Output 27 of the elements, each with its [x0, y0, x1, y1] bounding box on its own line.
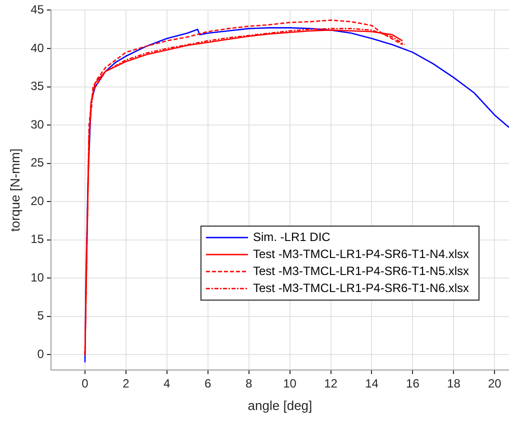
x-tick-label: 18 — [447, 376, 461, 391]
x-tick-label: 14 — [365, 376, 379, 391]
x-tick-label: 16 — [406, 376, 420, 391]
x-tick-label: 6 — [204, 376, 212, 391]
y-tick-label: 45 — [30, 2, 44, 17]
legend-label: Test -M3-TMCL-LR1-P4-SR6-T1-N5.xlsx — [252, 264, 469, 278]
x-tick-label: 4 — [164, 376, 171, 391]
y-tick-label: 25 — [30, 156, 44, 170]
x-axis-title: angle [deg] — [248, 398, 312, 413]
x-tick-label: 8 — [245, 376, 252, 391]
y-tick-label: 20 — [30, 194, 44, 208]
y-tick-label: 0 — [37, 347, 44, 361]
y-tick-label: 35 — [30, 79, 44, 94]
x-tick-label: 10 — [283, 376, 297, 391]
x-tick-label: 0 — [82, 376, 89, 391]
y-tick-label: 40 — [30, 40, 44, 55]
x-tick-label: 2 — [122, 376, 130, 391]
x-tick-label: 20 — [488, 376, 502, 391]
y-tick-label: 10 — [30, 270, 44, 284]
y-tick-label: 30 — [30, 117, 44, 132]
y-tick-label: 15 — [30, 232, 44, 246]
legend-label: Test -M3-TMCL-LR1-P4-SR6-T1-N4.xlsx — [252, 246, 469, 261]
y-tick-label: 5 — [37, 308, 44, 323]
y-axis-title: torque [N-mm] — [7, 148, 22, 232]
legend-label: Test -M3-TMCL-LR1-P4-SR6-T1-N6.xlsx — [252, 280, 469, 295]
legend-label: Sim. -LR1 DIC — [252, 230, 331, 244]
x-tick-label: 12 — [324, 376, 338, 391]
